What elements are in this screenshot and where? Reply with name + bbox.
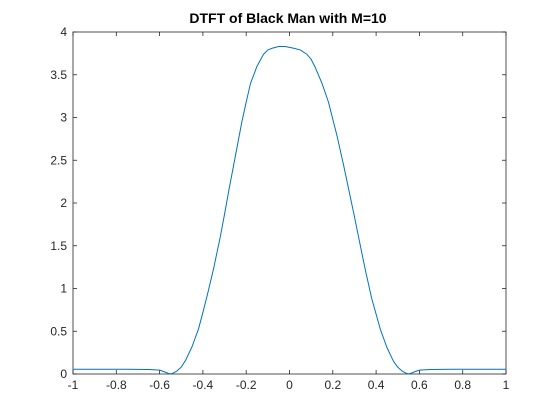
x-tick-label: -0.8 — [106, 378, 127, 392]
x-tick-label: 0.2 — [324, 378, 341, 392]
x-tick-label: 0.8 — [454, 378, 471, 392]
plot-area: -1 -0.8 -0.6 -0.4 -0.2 0 0.2 0.4 0.6 0.8 1 0 0.5 1 1.5… — [50, 25, 509, 392]
x-tick-label: 0.4 — [368, 378, 385, 392]
x-tick-label: 1 — [503, 378, 510, 392]
x-tick-label: -0.2 — [236, 378, 257, 392]
x-tick-label: 0.6 — [411, 378, 428, 392]
y-tick-label: 4 — [60, 25, 67, 39]
x-tick-label: -0.6 — [149, 378, 170, 392]
y-tick-label: 3.5 — [50, 68, 67, 82]
y-tick-label: 2 — [60, 196, 67, 210]
y-tick-label: 2.5 — [50, 153, 67, 167]
y-tick-label: 3 — [60, 111, 67, 125]
chart-title: DTFT of Black Man with M=10 — [189, 10, 386, 26]
y-tick-label: 1 — [60, 282, 67, 296]
series-line — [73, 46, 506, 375]
y-tick-label: 0.5 — [50, 324, 67, 338]
x-tick-label: -0.4 — [193, 378, 214, 392]
x-tick-label: -1 — [68, 378, 79, 392]
axes-box — [72, 31, 507, 375]
y-tick-label: 0 — [60, 367, 67, 381]
y-tick-label: 1.5 — [50, 239, 67, 253]
x-tick-label: 0 — [286, 378, 293, 392]
